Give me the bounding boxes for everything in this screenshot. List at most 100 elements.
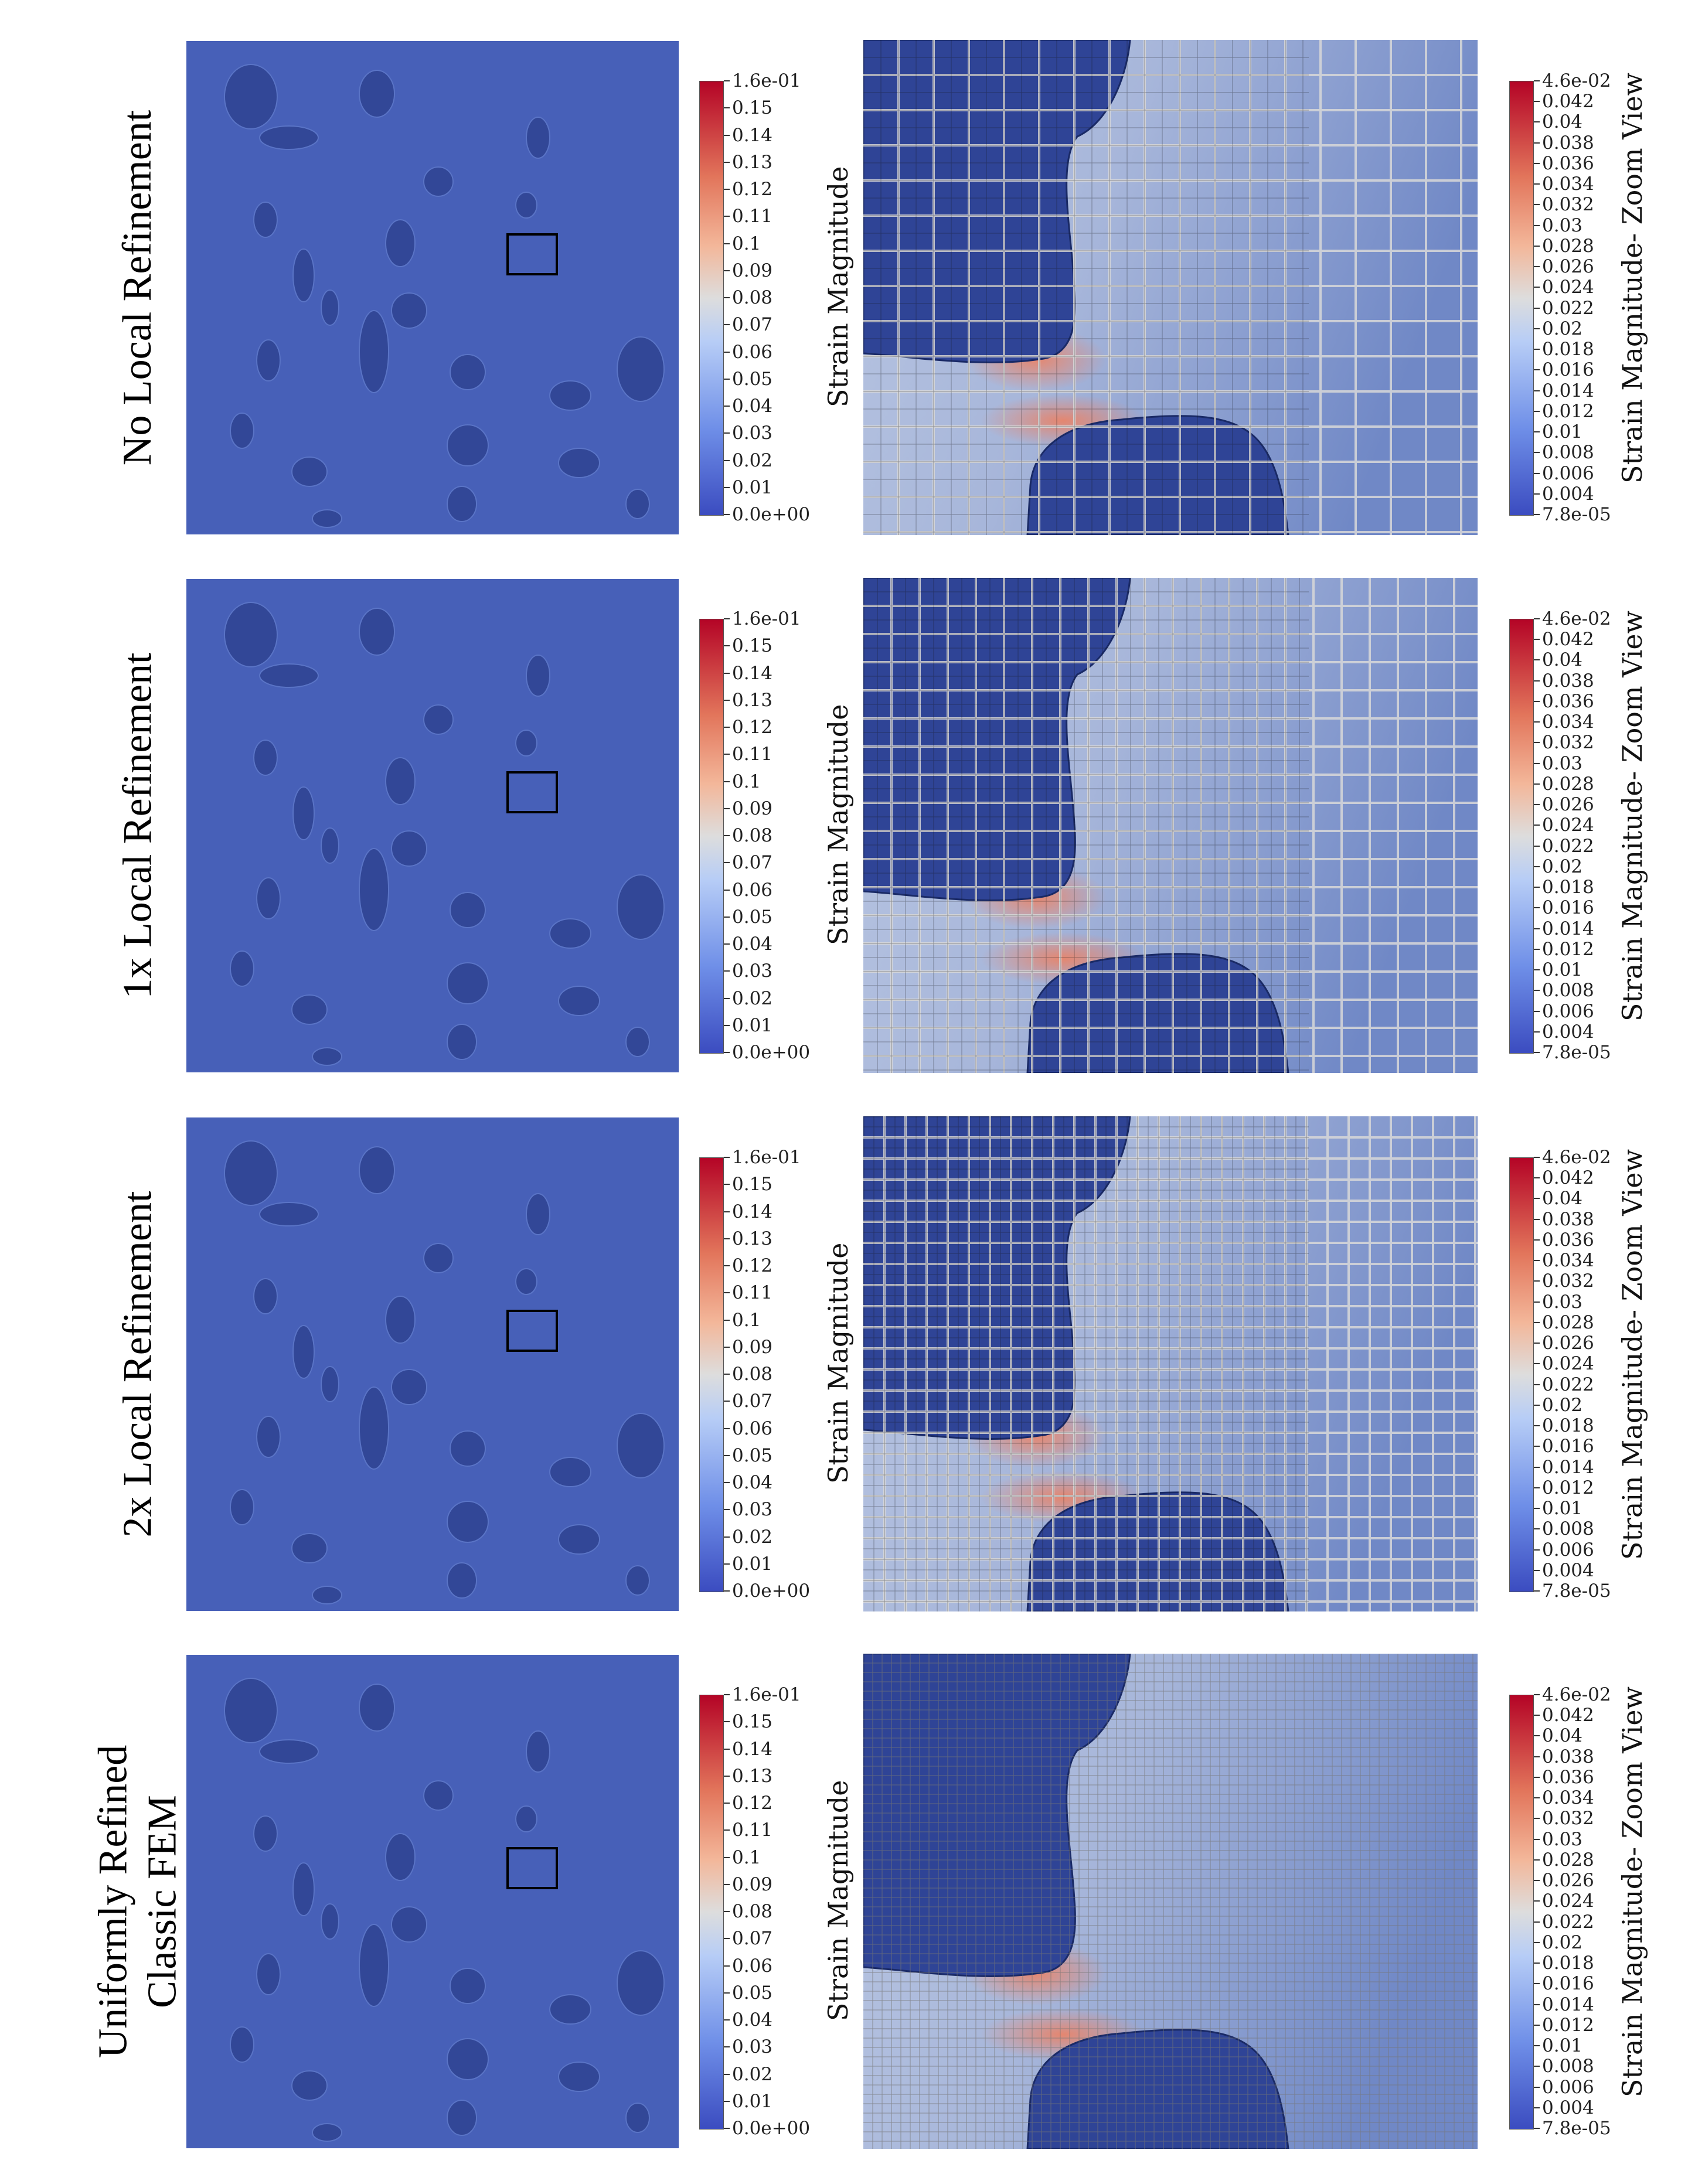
zoom-tick-label: 0.008 [1534,1518,1594,1540]
zoom-view [863,40,1478,535]
zoom-tick-label: 0.032 [1534,1808,1594,1829]
zoom-tick-label: 0.02 [1533,1931,1583,1953]
strain-map [186,1655,679,2148]
row-label-text: No Local Refinement [113,110,162,465]
zoom-colorbar [1509,1695,1534,2130]
zoom-tick-label: 0.004 [1534,483,1594,505]
zoom-tick-label: 0.014 [1534,918,1594,939]
strain-tick-label: 0.02 [723,449,773,471]
strain-tick-label: 0.03 [723,423,773,444]
zoom-view [863,1116,1478,1611]
zoom-tick-label: 0.042 [1534,91,1594,113]
zoom-tick-label: 0.008 [1534,2056,1594,2077]
zoom-tick-label: 0.038 [1534,1208,1594,1230]
strain-tick-label: 0.12 [723,1793,773,1814]
zoom-tick-label: 0.042 [1534,629,1594,650]
strain-tick-label: 1.6e-01 [724,608,801,629]
zoom-colorbar-title: Strain Magnitude- Zoom View [1616,611,1648,1021]
zoom-tick-label: 0.01 [1533,1498,1583,1519]
strain-tick-label: 0.12 [723,179,773,200]
zoom-colorbar-title: Strain Magnitude- Zoom View [1616,73,1648,483]
zoom-tick-label: 0.03 [1533,1291,1583,1313]
row-label-line: Uniformly Refined [90,1745,136,2058]
strain-colorbar [699,1157,724,1592]
strain-tick-label: 0.14 [723,1738,773,1760]
strain-tick-label: 0.14 [723,124,773,146]
strain-tick-label: 0.04 [723,396,773,417]
strain-tick-label: 0.02 [723,2063,773,2085]
strain-colorbar [699,1695,724,2130]
strain-tick-label: 0.01 [723,476,773,498]
zoom-tick-label: 0.036 [1534,1229,1594,1251]
strain-tick-label: 0.05 [723,1444,773,1466]
zoom-tick-label: 0.034 [1534,173,1594,195]
strain-tick-label: 0.01 [723,1553,773,1575]
row-label-line: Classic FEM [139,1794,185,2008]
strain-tick-label: 0.12 [723,717,773,738]
zoom-colorbar [1509,81,1534,516]
strain-tick-label: 0.05 [723,906,773,928]
strain-tick-label: 0.09 [723,798,773,819]
zoom-view [863,1654,1478,2149]
zoom-colorbar-title: Strain Magnitude- Zoom View [1616,1686,1648,2097]
zoom-tick-label: 0.022 [1534,1911,1594,1933]
strain-colorbar [699,619,724,1054]
strain-tick-label: 0.1 [723,1846,761,1868]
strain-tick-label: 0.11 [723,744,773,765]
row-label-text: 1x Local Refinement [113,652,162,999]
zoom-tick-label: 0.02 [1533,318,1583,339]
zoom-tick-label: 0.024 [1534,277,1594,298]
strain-colorbar [699,81,724,516]
zoom-tick-label: 0.028 [1534,773,1594,795]
zoom-colorbar [1509,1157,1534,1592]
strain-tick-label: 0.05 [723,368,773,390]
zoom-colorbar-title: Strain Magnitude- Zoom View [1616,1149,1648,1560]
zoom-tick-label: 0.018 [1534,339,1594,360]
strain-tick-label: 0.15 [723,1711,773,1733]
zoom-tick-label: 0.038 [1534,132,1594,154]
strain-tick-label: 0.07 [723,1391,773,1412]
zoom-tick-label: 0.04 [1533,1725,1583,1747]
zoom-tick-label: 0.024 [1534,1353,1594,1375]
zoom-tick-label: 0.022 [1534,1374,1594,1395]
strain-tick-label: 0.15 [723,97,773,119]
zoom-tick-label: 0.034 [1534,1787,1594,1809]
zoom-tick-label: 0.014 [1534,1994,1594,2015]
zoom-tick-label: 0.012 [1534,2014,1594,2036]
strain-map [186,579,679,1072]
row-label: No Local Refinement [76,40,199,535]
zoom-window-box [506,771,558,813]
row-label-line: 2x Local Refinement [115,1191,160,1537]
zoom-tick-label: 0.012 [1534,1477,1594,1498]
zoom-tick-label: 0.01 [1533,959,1583,981]
zoom-tick-label: 0.014 [1534,380,1594,401]
strain-tick-label: 0.06 [723,879,773,901]
strain-tick-label: 0.06 [723,1418,773,1439]
strain-tick-label: 0.15 [723,635,773,657]
zoom-window-box [506,233,558,275]
zoom-tick-label: 0.026 [1534,1333,1594,1354]
zoom-tick-label: 0.042 [1534,1705,1594,1726]
zoom-tick-label: 0.024 [1534,815,1594,836]
zoom-tick-label: 0.01 [1533,2035,1583,2057]
zoom-tick-label: 0.022 [1534,835,1594,857]
strain-tick-label: 0.13 [723,689,773,711]
zoom-tick-label: 0.04 [1533,1188,1583,1209]
zoom-colorbar [1509,619,1534,1054]
zoom-tick-label: 0.004 [1534,1559,1594,1581]
zoom-tick-label: 0.036 [1534,1766,1594,1788]
zoom-window-box [506,1310,558,1352]
zoom-tick-label: 0.04 [1533,649,1583,671]
zoom-tick-label: 0.028 [1534,235,1594,257]
zoom-tick-label: 4.6e-02 [1534,608,1611,629]
strain-tick-label: 0.13 [723,1228,773,1249]
figure-row-coarse: No Local Refinement 1.6e-01 0.15 0.14 0.13 0.… [0,40,1688,535]
zoom-tick-label: 4.6e-02 [1534,70,1611,91]
zoom-tick-label: 0.028 [1534,1849,1594,1870]
strain-tick-label: 0.07 [723,1928,773,1950]
strain-tick-label: 0.01 [723,2090,773,2112]
zoom-tick-label: 0.004 [1534,2097,1594,2118]
zoom-tick-label: 0.034 [1534,1250,1594,1272]
strain-tick-label: 0.08 [723,825,773,846]
zoom-tick-label: 0.03 [1533,1828,1583,1850]
